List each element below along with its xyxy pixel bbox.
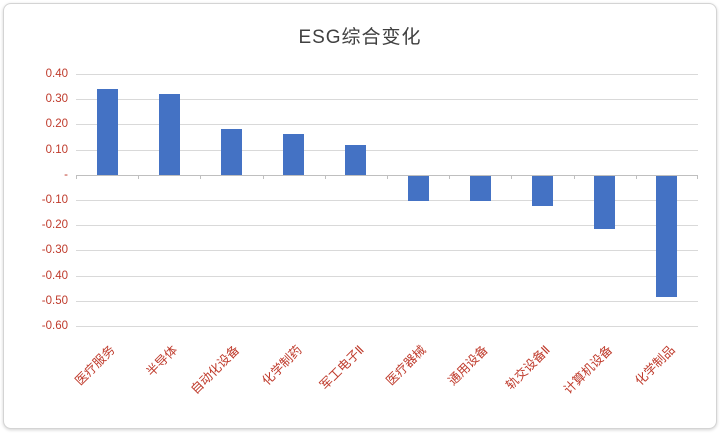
bar-6	[407, 175, 429, 201]
gridline	[76, 74, 698, 75]
gridline	[76, 225, 698, 227]
bar-1	[96, 89, 118, 175]
gridline	[76, 124, 698, 126]
x-tick-label: 计算机设备	[561, 342, 616, 397]
x-tick-label: 化学制药	[259, 342, 305, 389]
chart-title: ESG综合变化	[298, 27, 422, 48]
x-tick-label: 军工电子Ⅱ	[317, 342, 367, 393]
y-tick-label: 0.40	[45, 68, 68, 80]
x-tick-label: 医疗服务	[72, 342, 118, 389]
y-tick-label: -0.60	[41, 320, 68, 332]
bar-7	[469, 175, 491, 201]
x-axis-tick	[635, 174, 637, 179]
bar-10	[656, 175, 678, 297]
x-tick-label: 医疗器械	[383, 342, 429, 389]
gridline	[76, 200, 698, 201]
gridline	[76, 250, 698, 252]
y-tick-label: -0.50	[41, 294, 68, 307]
y-tick-label: -0.30	[41, 244, 68, 257]
x-axis-tick	[387, 174, 388, 179]
x-tick-label: 自动化设备	[188, 342, 243, 397]
y-tick-label: -0.20	[41, 219, 68, 232]
x-axis-tick	[324, 174, 326, 179]
gridline	[76, 300, 698, 302]
x-axis-tick	[573, 174, 575, 179]
y-tick-label: 0.10	[45, 143, 68, 156]
x-axis-tick	[449, 174, 451, 179]
y-tick-label: -0.40	[41, 269, 68, 282]
x-tick-label: 通用设备	[445, 342, 492, 389]
x-tick-label: 半导体	[143, 342, 181, 380]
y-tick-label: -0.10	[41, 194, 68, 206]
chart-card: ESG综合变化 0.40 0.30 0.20 0.10 - -0.10 -0.20 -0.30…	[3, 3, 717, 429]
x-axis: 医疗服务 半导体 自动化设备 化学制药 军工电子Ⅱ 医疗器械 通用设备 轨交设备Ⅱ 计算机设备化…	[73, 334, 698, 426]
x-tick-label: 化学制品	[632, 342, 678, 389]
x-tick-label: 轨交设备Ⅱ	[503, 342, 554, 393]
bar-5	[345, 144, 367, 175]
gridline	[76, 149, 698, 151]
y-axis: 0.40 0.30 0.20 0.10 - -0.10 -0.20 -0.30 -0.40 -0.…	[4, 68, 68, 332]
x-axis-tick	[200, 174, 202, 179]
gridline	[76, 99, 698, 101]
bar-3	[221, 129, 242, 175]
bar-9	[594, 175, 616, 229]
bar-2	[158, 94, 180, 175]
x-axis-tick	[138, 174, 140, 179]
gridline	[76, 326, 698, 327]
y-tick-label: 0.30	[45, 93, 68, 106]
plot-area	[76, 74, 698, 327]
y-tick-label: 0.20	[45, 118, 68, 131]
bar-4	[283, 134, 305, 175]
x-axis-tick	[697, 174, 698, 179]
x-axis-tick	[262, 174, 264, 179]
x-axis-tick	[511, 174, 513, 179]
y-tick-label: -	[64, 168, 68, 181]
x-axis-tick	[76, 174, 77, 179]
gridline	[76, 275, 698, 277]
bar-8	[532, 175, 553, 207]
